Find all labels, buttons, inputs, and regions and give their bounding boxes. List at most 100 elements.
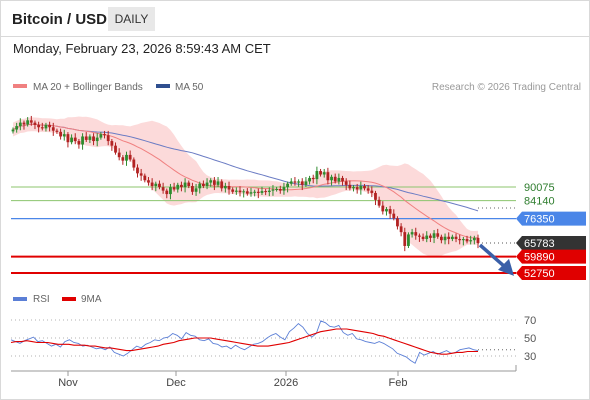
candle-body	[377, 199, 381, 206]
candle-body	[92, 136, 95, 142]
rsi-ma-legend-label: 9MA	[81, 294, 102, 305]
candle-body	[289, 181, 293, 184]
level-label-84140: 84140	[524, 196, 555, 208]
moving-averages	[12, 123, 479, 239]
candle-body	[81, 136, 84, 145]
candle-body	[103, 134, 106, 136]
candle-body	[66, 134, 70, 143]
candle-body	[469, 240, 473, 242]
level-tag-76350	[516, 211, 586, 226]
price-levels	[11, 186, 516, 275]
candle-body	[275, 189, 279, 191]
candle-body	[344, 181, 348, 185]
candle-body	[308, 177, 311, 182]
candle-body	[363, 186, 366, 189]
candle-body	[267, 190, 271, 193]
candle-body	[381, 205, 385, 212]
candle-body	[33, 122, 37, 125]
candle-body	[128, 154, 132, 160]
chart-header: Bitcoin / USD DAILY	[0, 0, 590, 37]
candle-body	[29, 120, 33, 123]
candle-body	[311, 177, 315, 180]
rsi-ma-line	[10, 328, 478, 355]
candle-body	[326, 172, 330, 181]
candle-body	[341, 177, 344, 182]
candle-body	[436, 233, 440, 237]
candle-body	[476, 237, 480, 243]
candle-body	[403, 232, 407, 246]
candle-body	[293, 181, 297, 183]
candle-body	[209, 180, 213, 183]
x-tick-label-2026: 2026	[274, 377, 298, 389]
rsi-tick-50: 50	[524, 333, 536, 345]
candle-body	[447, 236, 451, 240]
ma20-line	[12, 123, 479, 239]
candle-body	[84, 136, 88, 140]
projection-arrow-shaft	[478, 243, 508, 270]
level-tag-65783	[516, 236, 586, 250]
candle-body	[410, 232, 414, 235]
candle-body	[198, 183, 202, 189]
candle-body	[205, 182, 209, 187]
candle-body	[454, 236, 458, 240]
candle-body	[465, 239, 469, 242]
candle-body	[73, 137, 77, 142]
rsi-tick-70: 70	[524, 315, 536, 327]
candle-body	[458, 239, 462, 241]
candle-body	[264, 191, 268, 193]
candle-body	[392, 213, 396, 219]
candle-body	[11, 129, 15, 132]
candle-body	[110, 141, 114, 146]
level-label-52750: 52750	[524, 268, 555, 280]
candle-body	[388, 209, 392, 214]
candle-body	[169, 187, 172, 195]
candle-body	[165, 190, 169, 195]
candle-body	[399, 226, 403, 233]
candle-body	[385, 209, 388, 212]
projection-arrow-head	[498, 258, 514, 276]
candle-body	[18, 122, 22, 127]
ma50-legend-label: MA 50	[175, 82, 204, 93]
candle-body	[278, 189, 282, 191]
ma20-legend-swatch	[13, 84, 27, 88]
x-axis: Nov Dec 2026 Feb	[58, 371, 407, 389]
candle-body	[194, 188, 198, 192]
candle-body	[348, 184, 352, 189]
candle-body	[352, 187, 355, 189]
candle-body	[132, 159, 136, 168]
candle-body	[180, 184, 183, 188]
candle-body	[330, 176, 333, 181]
candle-body	[176, 184, 180, 190]
candle-body	[227, 186, 231, 190]
candle-body	[271, 189, 275, 191]
candle-body	[125, 154, 128, 161]
candle-body	[44, 124, 48, 129]
candle-body	[443, 236, 447, 241]
candle-body	[183, 182, 187, 188]
candle-body	[121, 157, 125, 161]
candle-body	[374, 192, 377, 200]
rsi-panel: 70 50 30	[10, 315, 536, 364]
ma20-legend-label: MA 20 + Bollinger Bands	[33, 82, 143, 93]
candle-body	[55, 130, 59, 132]
x-tick-label-Nov: Nov	[58, 377, 78, 389]
candlesticks	[11, 115, 480, 252]
candle-body	[333, 176, 337, 182]
candle-body	[114, 145, 117, 153]
candle-body	[99, 134, 103, 138]
level-tag-59890	[516, 249, 586, 264]
timestamp: Monday, February 23, 2026 8:59:43 AM CET	[13, 41, 271, 56]
candle-body	[70, 137, 73, 143]
level-label-76350: 76350	[524, 214, 555, 226]
candle-body	[95, 137, 99, 142]
candle-body	[37, 124, 41, 128]
candle-body	[88, 136, 92, 140]
candle-body	[40, 127, 44, 129]
instrument-title: Bitcoin / USD	[12, 11, 108, 28]
candle-body	[286, 183, 290, 188]
candle-body	[439, 236, 443, 241]
candle-body	[472, 237, 476, 241]
candle-body	[158, 183, 161, 188]
candle-body	[414, 232, 418, 236]
timeframe-badge[interactable]: DAILY	[108, 7, 155, 31]
